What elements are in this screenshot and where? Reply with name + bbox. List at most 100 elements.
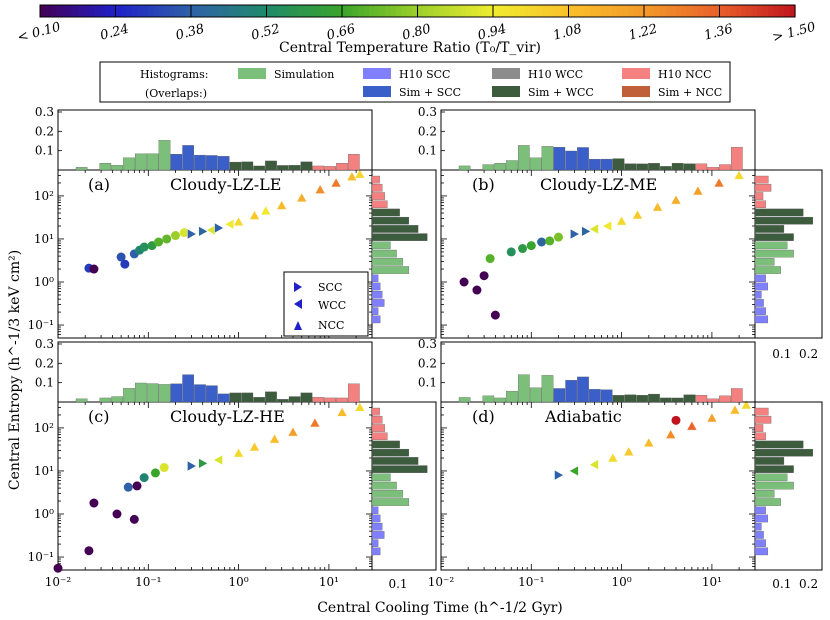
hist-bar	[371, 457, 419, 465]
data-point	[671, 415, 681, 425]
colorbar-tick-label: 1.22	[627, 22, 659, 44]
hist-bar	[565, 380, 577, 403]
hist-bar	[754, 274, 766, 283]
data-point	[652, 201, 663, 212]
colorbar-segment	[137, 5, 144, 17]
colorbar-segment	[120, 5, 127, 17]
colorbar-segment	[174, 5, 181, 17]
y-tick-label: 10⁻¹	[28, 550, 54, 564]
marker-legend-ncc: NCC	[318, 319, 344, 332]
data-point	[224, 218, 235, 230]
colorbar-segment	[433, 5, 440, 17]
colorbar-segment	[708, 5, 715, 17]
hist-bar	[754, 258, 775, 266]
hist-bar	[518, 374, 530, 403]
legend-swatch-sim-ncc	[622, 86, 650, 97]
colorbar-segment	[379, 5, 386, 17]
colorbar-segment	[573, 5, 580, 17]
panel-a: 10⁻¹ 10⁰ 10¹ 10²	[28, 168, 373, 339]
colorbar-segment	[784, 5, 791, 17]
hist-bar	[683, 163, 696, 171]
side-hist-tick-label: 0.2	[799, 577, 818, 591]
hist-bar	[754, 208, 804, 217]
colorbar-segment	[320, 5, 327, 17]
hist-bar	[371, 249, 397, 258]
colorbar-segment	[687, 5, 694, 17]
hist-bar	[277, 165, 289, 171]
data-point	[706, 412, 718, 423]
data-point	[518, 244, 528, 254]
colorbar-ticks: < 0.10 0.24 0.38 0.52 0.66 0.80 0.94 1.08 1.22 1.…	[16, 5, 817, 46]
panel-b-letter: (b)	[472, 175, 495, 194]
histogram-legend: Histograms: (Overlaps:) Simulation H10 S…	[99, 61, 731, 103]
data-point	[314, 184, 326, 194]
data-point	[632, 209, 643, 220]
colorbar-segment	[633, 5, 640, 17]
hist-bar	[754, 299, 764, 307]
hist-bar	[671, 163, 684, 171]
x-tick-label: 10¹	[319, 575, 339, 589]
hist-tick-label: 0.3	[418, 337, 437, 351]
colorbar-segment	[692, 5, 699, 17]
hist-bar	[589, 159, 601, 171]
hist-bar	[754, 448, 814, 457]
colorbar-segment	[670, 5, 677, 17]
colorbar-segment	[746, 5, 753, 17]
legend-label-h10-ncc: H10 NCC	[658, 68, 712, 81]
data-point	[162, 234, 172, 244]
data-point	[269, 433, 280, 444]
data-point	[686, 420, 698, 431]
data-point	[616, 215, 628, 226]
hist-tick-label: 0.1	[418, 376, 437, 390]
data-point	[740, 399, 752, 410]
hist-bar	[312, 165, 325, 171]
legend-label-sim-scc: Sim + SCC	[399, 86, 461, 99]
data-point	[187, 460, 197, 472]
hist-bar	[300, 161, 313, 171]
data-point	[729, 404, 741, 415]
colorbar-segment	[498, 5, 505, 17]
hist-bar	[111, 396, 123, 403]
hist-bar	[371, 241, 391, 250]
colorbar-segment	[778, 5, 785, 17]
colorbar-segment	[250, 5, 257, 17]
colorbar-segment	[390, 5, 397, 17]
hist-bar	[241, 161, 254, 171]
colorbar-segment	[288, 5, 295, 17]
hist-bar	[371, 290, 383, 299]
hist-bar	[371, 498, 410, 506]
hist-bar	[754, 514, 769, 523]
colorbar-segment	[336, 5, 343, 17]
hist-bar	[506, 390, 518, 403]
colorbar-segment	[617, 5, 624, 17]
hist-bar	[371, 531, 385, 539]
legend-label-simulation: Simulation	[274, 68, 334, 81]
hist-bar	[265, 391, 277, 403]
colorbar-segment	[417, 5, 424, 17]
data-point	[179, 228, 189, 238]
hist-bar	[371, 208, 400, 217]
hist-bar	[371, 216, 410, 225]
colorbar-segment	[93, 5, 100, 17]
hist-bar	[707, 167, 719, 171]
colorbar-segment	[530, 5, 537, 17]
colorbar-segment	[207, 5, 214, 17]
colorbar-segment	[681, 5, 688, 17]
hist-tick-label: 0.1	[35, 376, 54, 390]
colorbar-segment	[627, 5, 634, 17]
hist-bar	[123, 388, 135, 403]
data-point	[260, 205, 272, 216]
colorbar-segment	[644, 5, 650, 17]
hist-tick-label: 0.3	[35, 337, 54, 351]
hist-bar	[529, 387, 542, 403]
colorbar-segment	[757, 5, 764, 17]
hist-tick-label: 0.1	[35, 144, 54, 158]
data-point	[159, 463, 169, 473]
hist-bar	[194, 384, 206, 403]
data-point	[545, 236, 555, 246]
hist-bar	[371, 200, 388, 209]
top-histogram: 0.1 0.2 0.3	[35, 337, 373, 403]
hist-bar	[348, 153, 360, 171]
y-tick-label: 10²	[34, 189, 54, 203]
